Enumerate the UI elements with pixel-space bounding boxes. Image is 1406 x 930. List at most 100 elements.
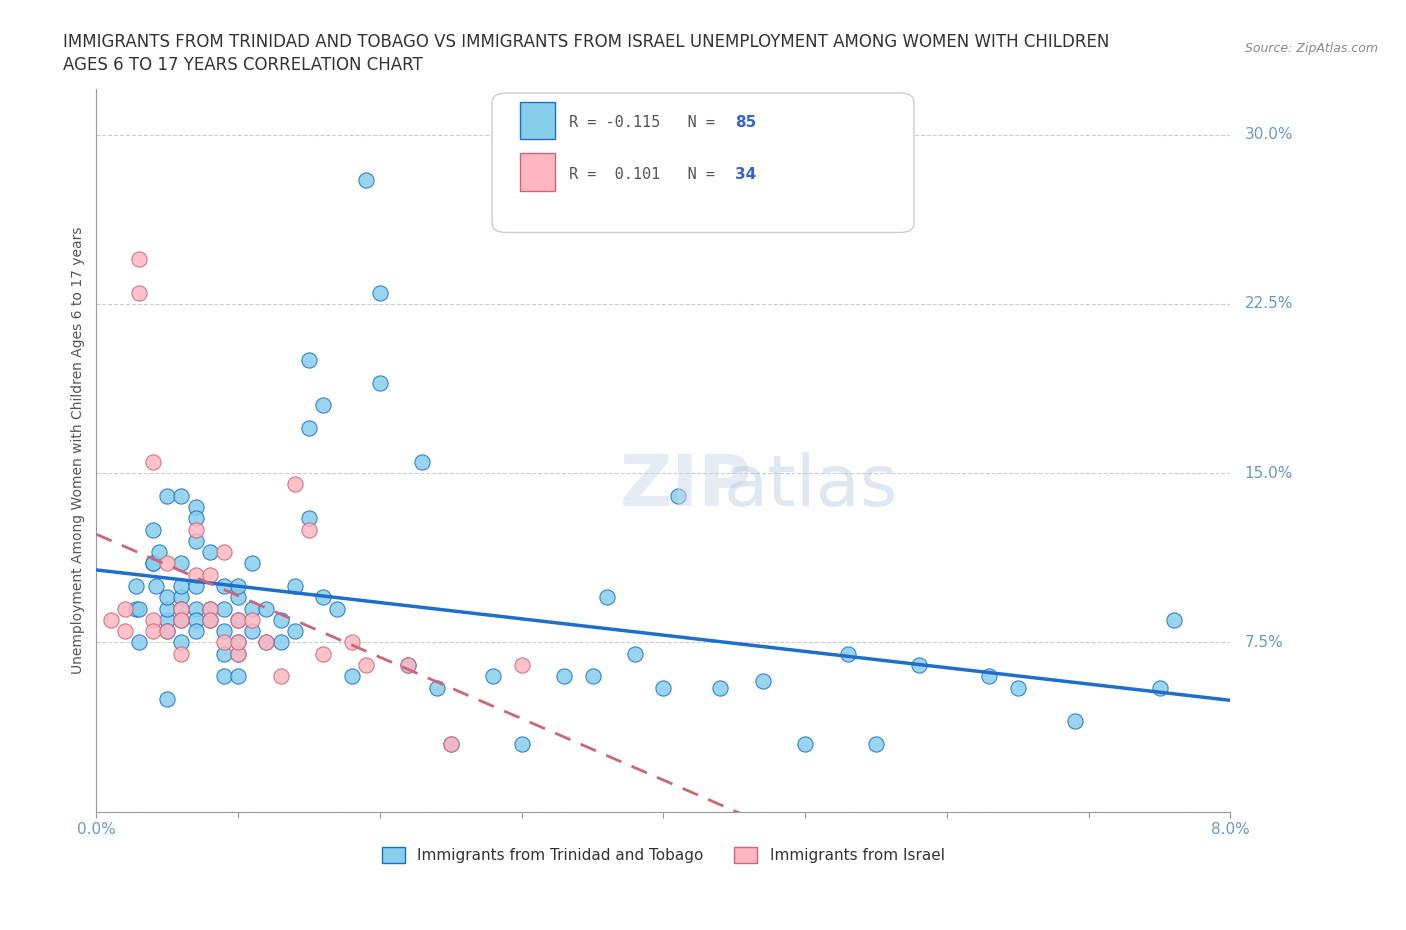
Point: [240, 624, 263, 639]
Point: [270, 612, 292, 627]
Point: [240, 612, 263, 627]
Point: [156, 624, 179, 639]
Point: [170, 612, 193, 627]
Point: [240, 601, 263, 616]
Point: [212, 545, 235, 560]
Point: [837, 646, 859, 661]
Point: [270, 669, 292, 684]
Point: [979, 669, 1001, 684]
Point: [184, 612, 207, 627]
Point: [184, 567, 207, 582]
Point: [184, 601, 207, 616]
Point: [170, 590, 193, 604]
Point: [142, 455, 165, 470]
Point: [184, 624, 207, 639]
Point: [284, 477, 307, 492]
Point: [142, 624, 165, 639]
Text: 22.5%: 22.5%: [1244, 297, 1294, 312]
Point: [125, 578, 148, 593]
Point: [482, 669, 505, 684]
Point: [284, 578, 307, 593]
Point: [256, 601, 278, 616]
Point: [184, 578, 207, 593]
Point: [553, 669, 575, 684]
Point: [354, 658, 377, 672]
Point: [426, 680, 449, 695]
Point: [156, 556, 179, 571]
Point: [298, 352, 321, 367]
Point: [396, 658, 419, 672]
Point: [226, 612, 249, 627]
Text: 15.0%: 15.0%: [1244, 466, 1294, 481]
Point: [226, 590, 249, 604]
Point: [156, 590, 179, 604]
Point: [170, 612, 193, 627]
Point: [212, 669, 235, 684]
Point: [226, 612, 249, 627]
Point: [1063, 714, 1085, 729]
Point: [198, 545, 221, 560]
Point: [510, 737, 533, 751]
Text: atlas: atlas: [724, 452, 898, 521]
Point: [184, 522, 207, 537]
Point: [148, 545, 170, 560]
Text: 34: 34: [735, 167, 756, 182]
Point: [142, 522, 165, 537]
Text: R = -0.115   N =: R = -0.115 N =: [569, 115, 724, 130]
Point: [510, 658, 533, 672]
Point: [184, 499, 207, 514]
Point: [1007, 680, 1029, 695]
Point: [170, 488, 193, 503]
Point: [652, 680, 675, 695]
Point: [865, 737, 887, 751]
Point: [312, 590, 335, 604]
Point: [170, 646, 193, 661]
Point: [212, 635, 235, 650]
Point: [298, 522, 321, 537]
Point: [226, 578, 249, 593]
Point: [256, 635, 278, 650]
Point: [184, 534, 207, 549]
Point: [128, 635, 150, 650]
Point: [312, 646, 335, 661]
Point: [1149, 680, 1171, 695]
Point: [256, 635, 278, 650]
Point: [142, 556, 165, 571]
Point: [170, 601, 193, 616]
Point: [312, 398, 335, 413]
Point: [156, 601, 179, 616]
Point: [596, 590, 619, 604]
Point: [581, 669, 603, 684]
Point: [198, 612, 221, 627]
Point: [156, 691, 179, 706]
Point: [100, 612, 122, 627]
Text: 7.5%: 7.5%: [1244, 635, 1284, 650]
Point: [125, 601, 148, 616]
Point: [142, 612, 165, 627]
Point: [142, 556, 165, 571]
Point: [751, 673, 773, 688]
Text: 85: 85: [735, 115, 756, 130]
Point: [128, 251, 150, 266]
Point: [198, 601, 221, 616]
Point: [666, 488, 689, 503]
Point: [226, 646, 249, 661]
Point: [114, 601, 136, 616]
Point: [226, 669, 249, 684]
Point: [156, 612, 179, 627]
Point: [794, 737, 817, 751]
Point: [212, 646, 235, 661]
Point: [1163, 612, 1185, 627]
Point: [212, 624, 235, 639]
Point: [624, 646, 647, 661]
Point: [368, 286, 391, 300]
Point: [298, 511, 321, 525]
Point: [226, 635, 249, 650]
Point: [226, 635, 249, 650]
Point: [128, 286, 150, 300]
Point: [198, 612, 221, 627]
Point: [184, 511, 207, 525]
Point: [128, 601, 150, 616]
Point: [226, 646, 249, 661]
Point: [170, 578, 193, 593]
